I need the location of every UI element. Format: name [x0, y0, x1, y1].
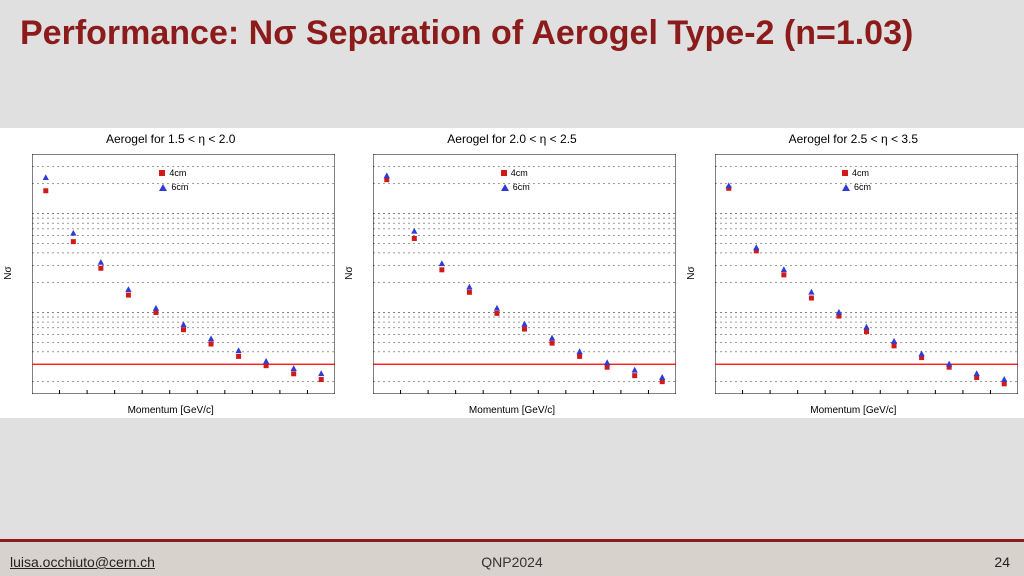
- chart-title: Aerogel for 2.5 < η < 3.5: [683, 128, 1024, 150]
- plot-area: 02468101214161820221010²3σ4cm6cm: [715, 154, 1018, 394]
- chart-panel-2: Aerogel for 2.5 < η < 3.5 Nσ Momentum [GeV…: [683, 128, 1024, 418]
- x-axis-label: Momentum [GeV/c]: [341, 405, 682, 416]
- y-axis-label: Nσ: [345, 266, 356, 279]
- plot-area: 02468101214161820221010²3σ4cm6cm: [32, 154, 335, 394]
- page-number: 24: [994, 554, 1010, 570]
- y-axis-label: Nσ: [686, 266, 697, 279]
- x-axis-label: Momentum [GeV/c]: [683, 405, 1024, 416]
- legend: 4cm6cm: [159, 166, 188, 194]
- legend: 4cm6cm: [842, 166, 871, 194]
- chart-panel-1: Aerogel for 2.0 < η < 2.5 Nσ Momentum [GeV…: [341, 128, 682, 418]
- chart-panel-0: Aerogel for 1.5 < η < 2.0 Nσ Momentum [GeV…: [0, 128, 341, 418]
- y-axis-label: Nσ: [3, 266, 14, 279]
- footer-bar: luisa.occhiuto@cern.ch QNP2024 24: [0, 539, 1024, 576]
- slide-title: Performance: Nσ Separation of Aerogel Ty…: [20, 14, 913, 53]
- chart-panels: Aerogel for 1.5 < η < 2.0 Nσ Momentum [GeV…: [0, 128, 1024, 418]
- legend: 4cm6cm: [501, 166, 530, 194]
- chart-title: Aerogel for 1.5 < η < 2.0: [0, 128, 341, 150]
- x-axis-label: Momentum [GeV/c]: [0, 405, 341, 416]
- chart-title: Aerogel for 2.0 < η < 2.5: [341, 128, 682, 150]
- conference-name: QNP2024: [0, 554, 1024, 570]
- plot-area: 02468101214161820221010²3σ4cm6cm: [373, 154, 676, 394]
